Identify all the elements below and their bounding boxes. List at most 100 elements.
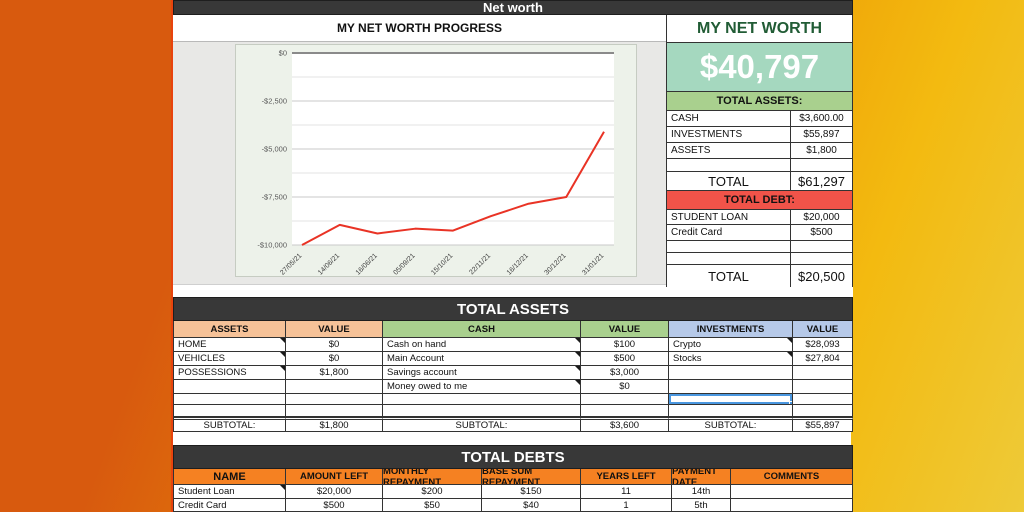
fill-handle[interactable] [789, 401, 792, 404]
column-header[interactable]: VALUE [286, 321, 383, 338]
empty-cell[interactable] [791, 241, 852, 252]
subtotal-value-cell[interactable]: $3,600 [581, 417, 669, 432]
table-cell[interactable]: $3,000 [581, 366, 669, 380]
table-cell[interactable] [793, 394, 853, 405]
table-cell[interactable]: $20,000 [286, 485, 383, 499]
table-cell[interactable] [286, 380, 383, 394]
summary-assets-value[interactable]: $1,800 [806, 145, 837, 156]
empty-cell[interactable] [667, 241, 791, 252]
column-header[interactable]: ASSETS [174, 321, 286, 338]
column-header[interactable]: NAME [174, 469, 286, 485]
table-cell[interactable] [793, 380, 853, 394]
table-cell[interactable]: POSSESSIONS [174, 366, 286, 380]
assets-table: ASSETS VALUE CASH VALUE INVESTMENTS VALU… [173, 321, 853, 432]
assets-total-label[interactable]: TOTAL [667, 172, 791, 190]
subtotal-label-cell[interactable]: SUBTOTAL: [174, 417, 286, 432]
total-debt-header-cell[interactable]: TOTAL DEBT: [667, 191, 852, 210]
subtotal-label-cell[interactable]: SUBTOTAL: [383, 417, 581, 432]
empty-cell[interactable] [667, 253, 791, 264]
summary-cash-label[interactable]: CASH [667, 111, 791, 126]
table-cell[interactable]: $500 [286, 499, 383, 512]
table-cell[interactable]: $28,093 [793, 338, 853, 352]
summary-cash-value[interactable]: $3,600.00 [799, 113, 844, 124]
assets-section-title-bar[interactable]: TOTAL ASSETS [173, 297, 853, 321]
empty-cell[interactable] [791, 253, 852, 264]
table-cell[interactable]: 5th [672, 499, 731, 512]
summary-investments-value[interactable]: $55,897 [803, 129, 840, 140]
table-cell[interactable] [793, 405, 853, 417]
table-cell[interactable]: Money owed to me [383, 380, 581, 394]
column-header[interactable]: YEARS LEFT [581, 469, 672, 485]
table-cell[interactable] [174, 394, 286, 405]
sheet-title-bar[interactable]: Net worth [173, 0, 853, 15]
table-cell[interactable]: $40 [482, 499, 581, 512]
table-cell[interactable]: $0 [286, 338, 383, 352]
subtotal-value-cell[interactable]: $55,897 [793, 417, 853, 432]
table-cell[interactable] [669, 405, 793, 417]
column-header[interactable]: COMMENTS [731, 469, 853, 485]
table-cell[interactable] [669, 366, 793, 380]
table-cell[interactable]: HOME [174, 338, 286, 352]
column-header[interactable]: INVESTMENTS [669, 321, 793, 338]
table-cell[interactable]: $500 [581, 352, 669, 366]
table-row: INVESTMENTS $55,897 [667, 127, 852, 143]
debts-section-title-bar[interactable]: TOTAL DEBTS [173, 445, 853, 469]
summary-credit-card-label[interactable]: Credit Card [667, 225, 791, 240]
column-header[interactable]: BASE SUM REPAYMENT [482, 469, 581, 485]
table-cell[interactable]: 14th [672, 485, 731, 499]
debt-total-label[interactable]: TOTAL [667, 265, 791, 287]
column-header[interactable]: CASH [383, 321, 581, 338]
table-cell[interactable]: VEHICLES [174, 352, 286, 366]
table-cell[interactable] [174, 405, 286, 417]
table-cell[interactable]: $150 [482, 485, 581, 499]
table-cell[interactable]: Stocks [669, 352, 793, 366]
table-cell[interactable]: Student Loan [174, 485, 286, 499]
table-cell[interactable] [731, 499, 853, 512]
column-header[interactable]: VALUE [581, 321, 669, 338]
summary-title[interactable]: MY NET WORTH [667, 15, 852, 43]
summary-student-loan-label[interactable]: STUDENT LOAN [667, 210, 791, 224]
column-header[interactable]: PAYMENT DATE [672, 469, 731, 485]
total-assets-header-cell[interactable]: TOTAL ASSETS: [667, 92, 852, 111]
net-worth-value-cell[interactable]: $40,797 [667, 43, 852, 92]
summary-assets-label[interactable]: ASSETS [667, 143, 791, 158]
table-cell[interactable]: $27,804 [793, 352, 853, 366]
table-cell[interactable]: Credit Card [174, 499, 286, 512]
table-cell[interactable]: Savings account [383, 366, 581, 380]
empty-cell[interactable] [791, 159, 852, 171]
table-cell[interactable]: $200 [383, 485, 482, 499]
table-cell[interactable] [174, 380, 286, 394]
table-cell[interactable] [286, 405, 383, 417]
table-cell[interactable] [383, 405, 581, 417]
net-worth-chart-object[interactable]: $0 -$2,500 -$5,000 -$7,500 -$10,000 27/05/21 1… [235, 44, 637, 277]
table-cell[interactable]: $100 [581, 338, 669, 352]
selected-cell[interactable] [669, 394, 793, 405]
table-cell[interactable]: $50 [383, 499, 482, 512]
table-cell[interactable]: $0 [286, 352, 383, 366]
column-header[interactable]: MONTHLY REPAYMENT [383, 469, 482, 485]
empty-cell[interactable] [667, 159, 791, 171]
table-cell[interactable] [383, 394, 581, 405]
summary-student-loan-value[interactable]: $20,000 [803, 211, 840, 223]
column-header[interactable]: VALUE [793, 321, 853, 338]
table-cell[interactable] [581, 405, 669, 417]
table-cell[interactable]: $0 [581, 380, 669, 394]
table-cell[interactable]: Main Account [383, 352, 581, 366]
summary-investments-label[interactable]: INVESTMENTS [667, 127, 791, 142]
table-cell[interactable]: $1,800 [286, 366, 383, 380]
column-header[interactable]: AMOUNT LEFT [286, 469, 383, 485]
table-cell[interactable]: Crypto [669, 338, 793, 352]
debt-total-value[interactable]: $20,500 [798, 268, 845, 284]
table-cell[interactable] [581, 394, 669, 405]
table-cell[interactable]: 1 [581, 499, 672, 512]
table-cell[interactable]: 11 [581, 485, 672, 499]
table-cell[interactable] [669, 380, 793, 394]
table-cell[interactable] [286, 394, 383, 405]
assets-total-value[interactable]: $61,297 [798, 173, 845, 189]
table-cell[interactable] [731, 485, 853, 499]
summary-credit-card-value[interactable]: $500 [810, 227, 833, 238]
table-cell[interactable] [793, 366, 853, 380]
table-cell[interactable]: Cash on hand [383, 338, 581, 352]
subtotal-label-cell[interactable]: SUBTOTAL: [669, 417, 793, 432]
subtotal-value-cell[interactable]: $1,800 [286, 417, 383, 432]
